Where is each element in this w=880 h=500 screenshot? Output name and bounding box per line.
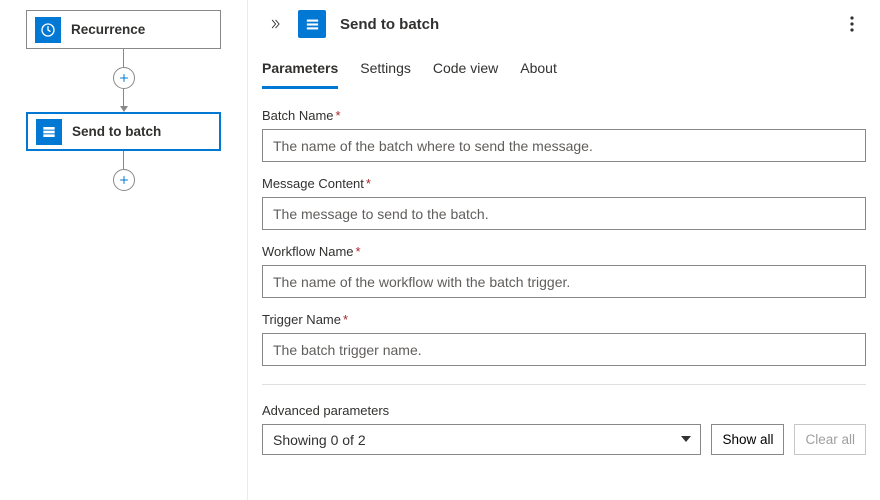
more-menu-button[interactable] — [838, 10, 866, 38]
clock-icon — [35, 17, 61, 43]
required-indicator: * — [366, 176, 371, 191]
tab-settings[interactable]: Settings — [360, 56, 411, 89]
required-indicator: * — [356, 244, 361, 259]
clear-all-button: Clear all — [794, 424, 866, 455]
field-batch-name: Batch Name* — [262, 108, 866, 162]
designer-canvas: Recurrence Send to batch — [0, 0, 248, 500]
required-indicator: * — [336, 108, 341, 123]
divider — [262, 384, 866, 385]
field-label: Message Content — [262, 176, 364, 191]
message-content-input[interactable] — [262, 197, 866, 230]
field-message-content: Message Content* — [262, 176, 866, 230]
canvas-node-send-to-batch[interactable]: Send to batch — [26, 112, 221, 151]
canvas-node-label: Send to batch — [72, 124, 161, 139]
tab-about[interactable]: About — [520, 56, 557, 89]
field-label: Batch Name — [262, 108, 334, 123]
advanced-parameters-label: Advanced parameters — [262, 403, 866, 418]
add-step-button[interactable] — [113, 67, 135, 89]
tab-parameters[interactable]: Parameters — [262, 56, 338, 89]
field-label: Trigger Name — [262, 312, 341, 327]
show-all-button[interactable]: Show all — [711, 424, 784, 455]
panel-title: Send to batch — [340, 16, 838, 33]
tab-code-view[interactable]: Code view — [433, 56, 498, 89]
required-indicator: * — [343, 312, 348, 327]
canvas-node-recurrence[interactable]: Recurrence — [26, 10, 221, 49]
batch-icon — [298, 10, 326, 38]
field-label: Workflow Name — [262, 244, 354, 259]
batch-name-input[interactable] — [262, 129, 866, 162]
trigger-name-input[interactable] — [262, 333, 866, 366]
connector — [113, 49, 135, 112]
connector-end — [113, 151, 135, 191]
canvas-node-label: Recurrence — [71, 22, 145, 37]
workflow-name-input[interactable] — [262, 265, 866, 298]
add-step-button[interactable] — [113, 169, 135, 191]
field-workflow-name: Workflow Name* — [262, 244, 866, 298]
collapse-panel-button[interactable] — [262, 11, 288, 37]
tab-bar: Parameters Settings Code view About — [248, 42, 880, 90]
batch-icon — [36, 119, 62, 145]
field-trigger-name: Trigger Name* — [262, 312, 866, 366]
advanced-parameters-select[interactable]: Showing 0 of 2 — [262, 424, 701, 455]
details-panel: Send to batch Parameters Settings Code v… — [248, 0, 880, 500]
